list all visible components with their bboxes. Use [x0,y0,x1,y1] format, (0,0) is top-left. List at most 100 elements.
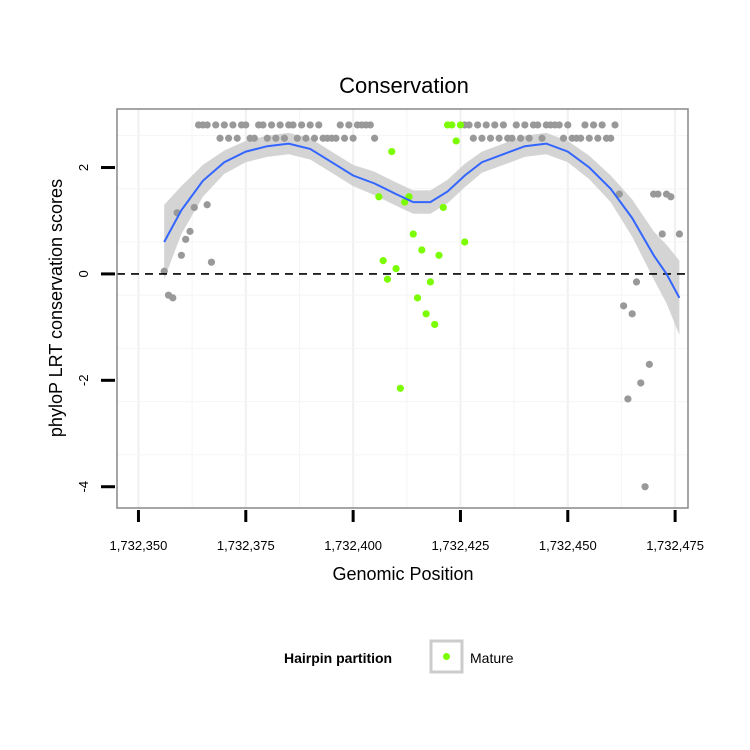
other-point [345,121,353,129]
loess-smooth-line [163,142,681,299]
other-point [203,121,211,129]
y-tick-label: 2 [76,164,91,171]
other-point [675,230,684,238]
x-tick-label: 1,732,450 [539,538,597,553]
mature-point [375,193,383,201]
points-layer [160,121,684,491]
other-point [190,203,198,212]
other-point [315,121,323,129]
x-axis: 1,732,350 1,732,375 1,732,400 1,732,425 1,73… [110,510,704,553]
other-point [220,121,228,129]
x-tick-label: 1,732,425 [432,538,490,553]
other-point [508,134,516,142]
mature-point [426,278,435,286]
other-point [632,278,641,286]
other-point [667,193,675,201]
other-point [474,121,482,129]
other-point [306,121,314,129]
other-point [491,121,499,129]
other-point [298,121,306,129]
mature-point [413,294,422,302]
other-point [332,134,340,142]
other-point [521,121,529,129]
mature-point [401,198,409,206]
other-point [302,134,310,142]
other-point [607,134,615,142]
x-tick-label: 1,732,350 [110,538,168,553]
other-point [259,121,267,129]
other-point [615,190,623,198]
mature-point [409,230,417,238]
other-point [182,235,190,243]
mature-point [383,275,392,283]
mature-point [461,238,469,246]
legend: Hairpin partition Mature [284,639,514,674]
other-point [538,134,546,142]
mature-point [418,246,426,254]
other-point [280,134,289,142]
other-point [212,121,220,129]
x-tick-label: 1,732,375 [217,538,275,553]
mature-point [448,121,456,129]
mature-point [392,265,400,273]
other-point [229,121,237,129]
mature-point [396,384,404,392]
other-point [242,121,250,129]
other-point [564,121,572,129]
other-point [293,134,301,142]
other-point [267,121,276,129]
other-point [495,134,503,142]
smooth-layer [163,142,681,299]
other-point [160,267,168,275]
mature-point [452,137,460,145]
x-axis-label: Genomic Position [332,564,473,584]
other-point [598,121,606,129]
other-point [516,134,525,142]
other-point [620,302,628,310]
other-point [482,121,490,129]
other-point [186,227,194,235]
other-point [534,121,542,129]
other-point [486,134,495,142]
other-point [263,134,271,142]
other-point [169,294,177,302]
other-point [624,395,632,403]
other-point [349,134,357,142]
other-point [585,134,593,142]
other-point [216,134,224,142]
mature-point [431,320,439,329]
mature-point [388,147,396,156]
other-point [276,121,284,129]
x-tick-label: 1,732,475 [646,538,704,553]
other-point [370,134,379,142]
legend-key-mature [443,653,450,660]
other-point [645,360,653,368]
other-point [589,121,598,129]
other-point [577,134,585,142]
other-point [465,121,473,129]
plot-border [116,108,689,509]
other-point [177,251,185,259]
other-point [250,134,258,142]
other-point [611,121,619,129]
legend-label-mature: Mature [470,650,514,666]
mature-point [422,310,430,318]
other-point [499,121,507,129]
y-tick-label: -2 [76,375,91,387]
other-point [289,121,297,129]
mature-point [379,257,387,265]
other-point [469,134,477,142]
other-point [478,134,486,142]
other-point [637,379,645,387]
legend-title: Hairpin partition [284,650,392,666]
other-point [310,134,319,142]
other-point [366,121,374,129]
other-point [225,134,233,142]
y-tick-label: 0 [76,270,91,277]
other-point [628,310,636,318]
other-point [336,121,344,129]
other-point [203,201,211,209]
other-point [207,258,216,266]
other-point [658,230,666,238]
